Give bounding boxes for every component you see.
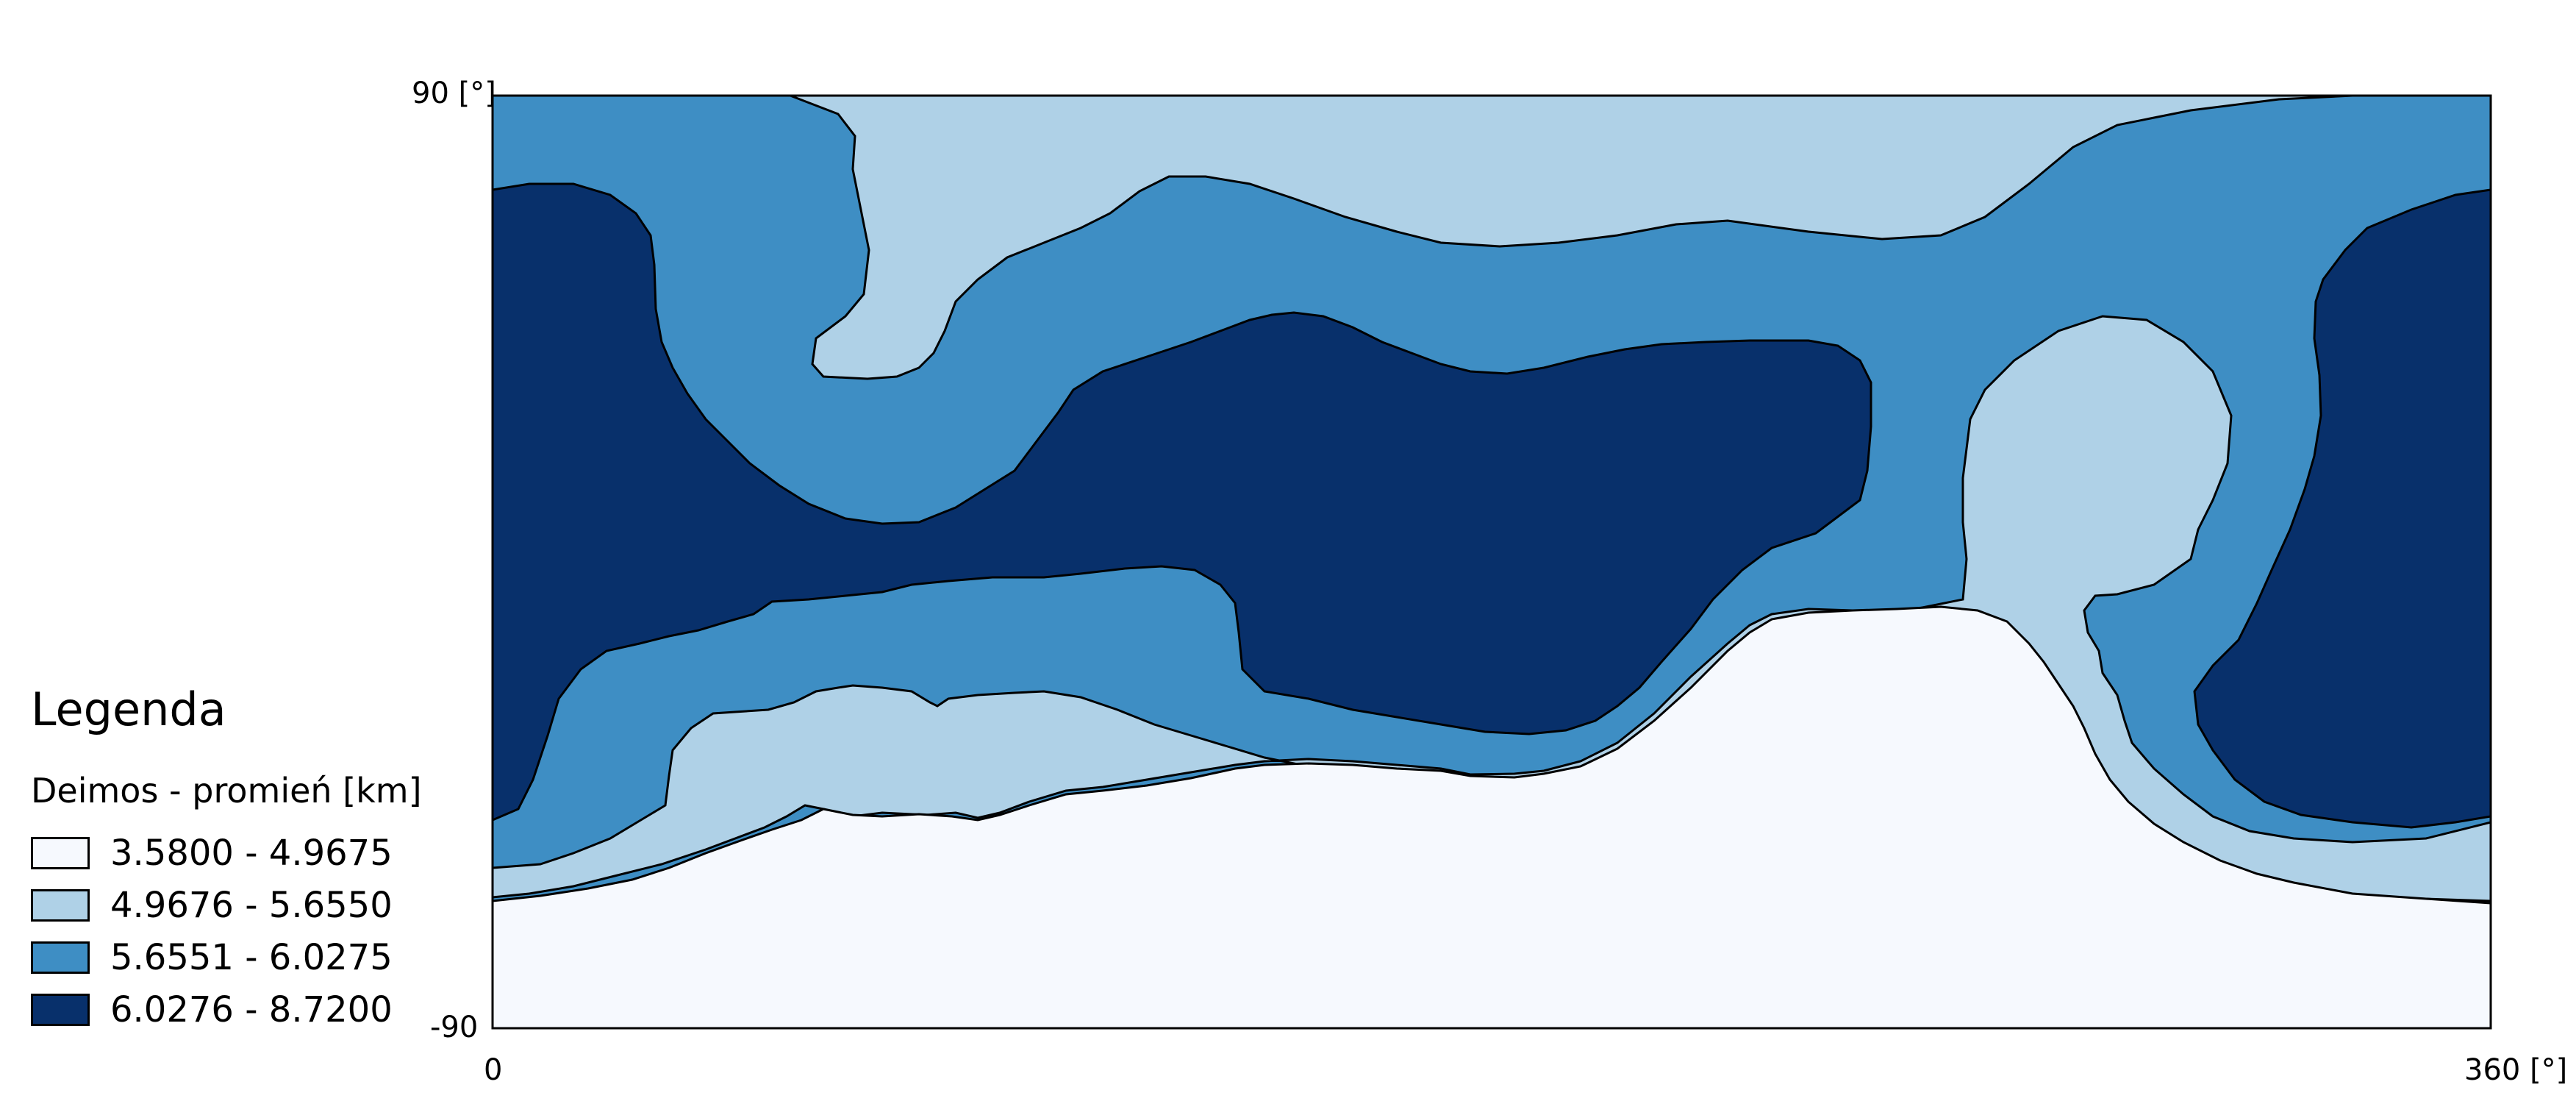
legend-label-3: 5.6551 - 6.0275 [110,937,393,978]
x-tick-max: 360 [°] [2464,1053,2568,1087]
legend-swatch-3 [31,941,90,974]
y-tick-min: -90 [430,1011,479,1044]
legend-item-4: 6.0276 - 8.7200 [31,989,393,1030]
region-class-2-south [491,315,2492,902]
y-tick-max: 90 [°] [412,76,496,110]
region-class-4-west [491,182,1872,822]
legend-swatch-2 [31,889,90,922]
x-tick-min: 0 [484,1053,503,1087]
legend-item-2: 4.9676 - 5.6550 [31,885,393,926]
legend-item-3: 5.6551 - 6.0275 [31,937,393,978]
legend-label-4: 6.0276 - 8.7200 [110,989,393,1030]
region-class-2-top [790,94,2353,380]
region-class-1-south [491,605,2492,1030]
legend-label-1: 3.5800 - 4.9675 [110,833,393,874]
legend-title: Legenda [31,683,226,736]
region-class-4-east [2193,188,2492,829]
legend-subtitle: Deimos - promień [km] [31,771,422,811]
legend-label-2: 4.9676 - 5.6550 [110,885,393,926]
legend-swatch-1 [31,837,90,869]
legend-item-1: 3.5800 - 4.9675 [31,833,393,874]
legend-swatch-4 [31,994,90,1026]
map-frame [491,94,2492,1030]
